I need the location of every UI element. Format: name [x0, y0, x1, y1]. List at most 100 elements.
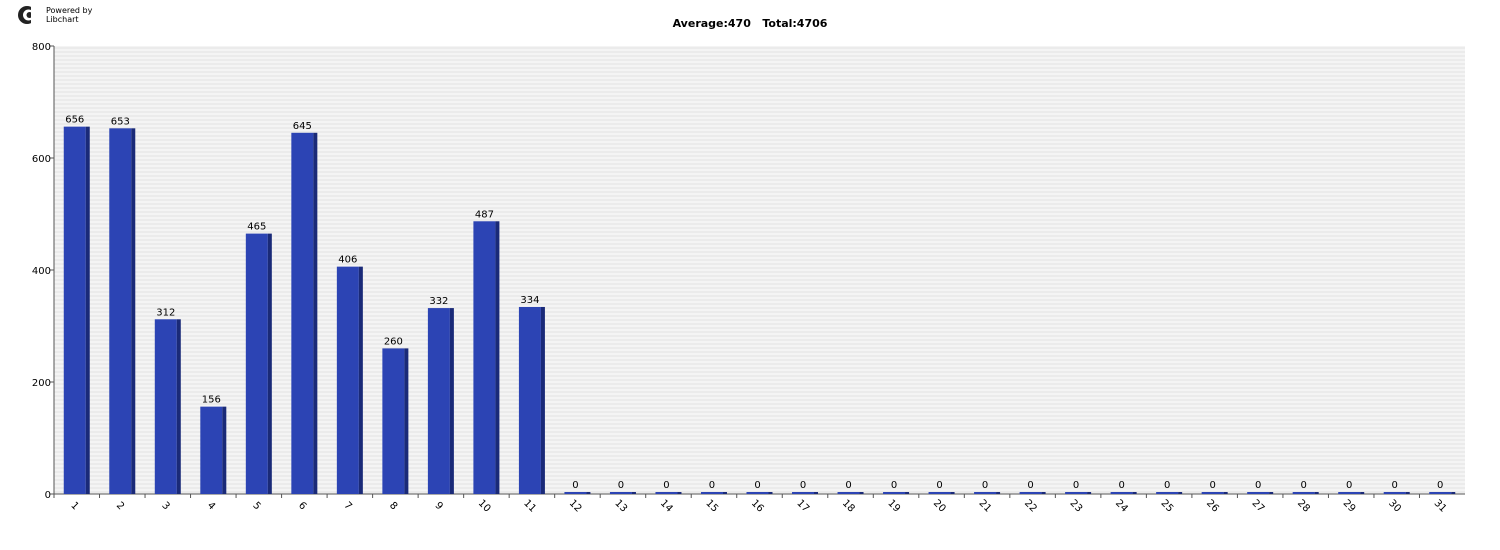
x-category-label: 31 [1432, 498, 1449, 515]
bar-side [222, 406, 227, 494]
bar [63, 126, 86, 494]
data-label: 332 [429, 296, 448, 307]
bar [655, 492, 678, 494]
data-label: 0 [1392, 480, 1398, 491]
data-label: 0 [1346, 480, 1352, 491]
bar [700, 492, 723, 494]
plot-background [54, 46, 1465, 494]
data-label: 487 [475, 209, 494, 220]
bar-side [176, 319, 181, 494]
x-category-label: 4 [205, 500, 217, 512]
branding-line-1: Powered by [46, 6, 93, 15]
branding-text: Powered by Libchart [46, 6, 92, 24]
bar [427, 308, 450, 494]
data-label: 312 [156, 307, 175, 318]
x-category-label: 9 [433, 500, 445, 512]
bar-side [768, 492, 773, 494]
x-category-label: 28 [1295, 498, 1312, 515]
branding-line-2: Libchart [46, 15, 79, 24]
y-tick-label: 200 [32, 378, 51, 389]
data-label: 656 [65, 115, 84, 126]
x-category-label: 22 [1022, 498, 1039, 515]
x-category-label: 26 [1204, 498, 1221, 515]
data-label: 0 [754, 480, 760, 491]
data-label: 0 [936, 480, 942, 491]
bar [564, 492, 587, 494]
x-category-label: 27 [1250, 498, 1267, 515]
x-category-label: 24 [1113, 498, 1130, 515]
bar [1383, 492, 1406, 494]
data-label: 0 [1073, 480, 1079, 491]
y-tick-label: 800 [32, 42, 51, 53]
bar-side [950, 492, 955, 494]
x-category-label: 7 [341, 500, 353, 512]
data-label: 0 [1164, 480, 1170, 491]
bar-side [905, 492, 910, 494]
bar-side [1041, 492, 1046, 494]
data-label: 0 [845, 480, 851, 491]
x-category-label: 10 [476, 498, 493, 515]
bar [1338, 492, 1361, 494]
bar [883, 492, 906, 494]
bar [746, 492, 769, 494]
data-label: 0 [1301, 480, 1307, 491]
x-category-label: 17 [794, 498, 811, 515]
bar [154, 319, 177, 494]
bar [928, 492, 951, 494]
x-category-label: 19 [885, 498, 902, 515]
libchart-branding: Powered by Libchart [17, 5, 117, 27]
bar-side [404, 348, 409, 494]
bar-side [677, 492, 682, 494]
bar-side [586, 492, 591, 494]
bar [245, 233, 268, 494]
bar-side [1178, 492, 1183, 494]
bar [291, 132, 314, 495]
data-label: 0 [1255, 480, 1261, 491]
bar-side [814, 492, 819, 494]
bar [609, 492, 632, 494]
data-label: 653 [111, 116, 130, 127]
bar [1110, 492, 1133, 494]
x-category-label: 30 [1386, 498, 1403, 515]
bar [792, 492, 815, 494]
bar [200, 406, 223, 494]
y-tick-label: 600 [32, 154, 51, 165]
bar [1247, 492, 1270, 494]
bar-side [449, 308, 454, 494]
bar [974, 492, 997, 494]
x-category-label: 13 [612, 498, 629, 515]
x-category-label: 16 [749, 498, 766, 515]
y-tick-label: 400 [32, 266, 51, 277]
data-label: 334 [520, 295, 539, 306]
data-label: 0 [982, 480, 988, 491]
x-category-label: 8 [387, 500, 399, 512]
bar-side [1087, 492, 1092, 494]
bar [1065, 492, 1088, 494]
data-label: 406 [338, 255, 357, 266]
bar-side [495, 221, 500, 494]
data-label: 260 [384, 336, 403, 347]
data-label: 0 [891, 480, 897, 491]
bar-side [358, 266, 363, 494]
bar [1156, 492, 1179, 494]
bar-side [267, 233, 272, 494]
x-category-label: 25 [1159, 498, 1176, 515]
bar [1201, 492, 1224, 494]
bar-side [1223, 492, 1228, 494]
x-category-label: 23 [1067, 498, 1084, 515]
x-category-label: 21 [976, 498, 993, 515]
bar-side [313, 132, 318, 495]
bar [1429, 492, 1452, 494]
x-category-label: 1 [68, 500, 80, 512]
bar-side [85, 126, 90, 494]
x-category-label: 12 [567, 498, 584, 515]
bar-side [1314, 492, 1319, 494]
bar-side [131, 128, 136, 494]
bar-side [540, 306, 545, 494]
data-label: 465 [247, 222, 266, 233]
data-label: 0 [1118, 480, 1124, 491]
bar-side [722, 492, 727, 494]
bar [1292, 492, 1315, 494]
x-category-label: 29 [1341, 498, 1358, 515]
